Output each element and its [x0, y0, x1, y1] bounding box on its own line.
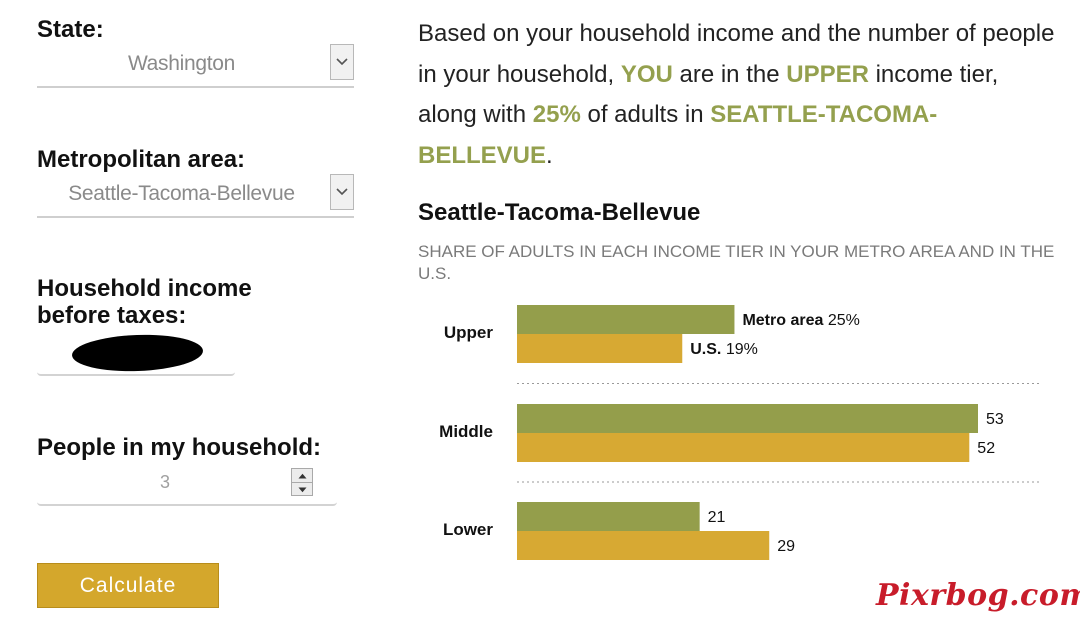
data-label-middle-us: 52	[977, 440, 995, 457]
metro-select[interactable]: Seattle-Tacoma-Bellevue	[37, 174, 354, 218]
income-input[interactable]	[37, 330, 235, 376]
metro-label: Metropolitan area:	[37, 146, 246, 173]
data-label-middle-metro: 53	[986, 411, 1004, 428]
data-label-lower-us: 29	[777, 538, 795, 555]
watermark: Pixrbog.com	[876, 578, 1080, 613]
summary-you: YOU	[620, 60, 673, 88]
summary-text: Based on your household income and the n…	[418, 20, 1055, 88]
summary-metro: SEATTLE-TACOMA-BELLEVUE	[418, 101, 938, 169]
people-stepper-value: 3	[160, 472, 171, 492]
summary-text: are in the	[672, 60, 787, 88]
chart-title: Seattle-Tacoma-Bellevue	[418, 199, 701, 226]
bar-upper-us	[517, 334, 683, 363]
people-stepper[interactable]	[37, 462, 337, 506]
summary-text: income tier, along with	[418, 60, 999, 129]
summary-share: 25%	[532, 101, 581, 128]
data-label-upper-metro: Metro area 25%	[742, 312, 859, 329]
data-label-lower-metro: 21	[708, 509, 726, 526]
bar-lower-metro	[517, 502, 700, 531]
stepper-down-icon[interactable]	[292, 482, 312, 496]
chevron-down-icon[interactable]	[330, 44, 354, 80]
data-label-upper-us: U.S. 19%	[690, 341, 758, 358]
category-label-middle: Middle	[439, 422, 493, 441]
category-label-lower: Lower	[443, 520, 493, 539]
income-label-line1: Household income	[37, 275, 252, 302]
bar-middle-us	[517, 433, 970, 462]
bar-lower-us	[517, 531, 770, 560]
income-label-line2: before taxes:	[37, 302, 187, 329]
chart-subtitle: SHARE OF ADULTS IN EACH INCOME TIER IN Y…	[418, 242, 1055, 283]
summary-text: of adults in	[580, 101, 711, 128]
state-select-value: Washington	[127, 52, 236, 75]
metro-select-value: Seattle-Tacoma-Bellevue	[68, 182, 295, 205]
people-label: People in my household:	[37, 434, 322, 461]
category-label-upper: Upper	[444, 323, 494, 342]
bar-upper-metro	[517, 305, 735, 334]
stepper-up-icon[interactable]	[292, 469, 312, 482]
chevron-down-icon[interactable]	[330, 174, 354, 210]
stepper-buttons[interactable]	[291, 468, 313, 496]
state-label: State:	[37, 16, 104, 43]
summary-text: .	[546, 141, 553, 169]
calculate-button[interactable]: Calculate	[37, 563, 219, 608]
state-select[interactable]: Washington	[37, 44, 354, 88]
result-summary: Based on your household income and the n…	[418, 14, 1058, 176]
summary-tier: UPPER	[786, 60, 869, 88]
bar-middle-metro	[517, 404, 978, 433]
